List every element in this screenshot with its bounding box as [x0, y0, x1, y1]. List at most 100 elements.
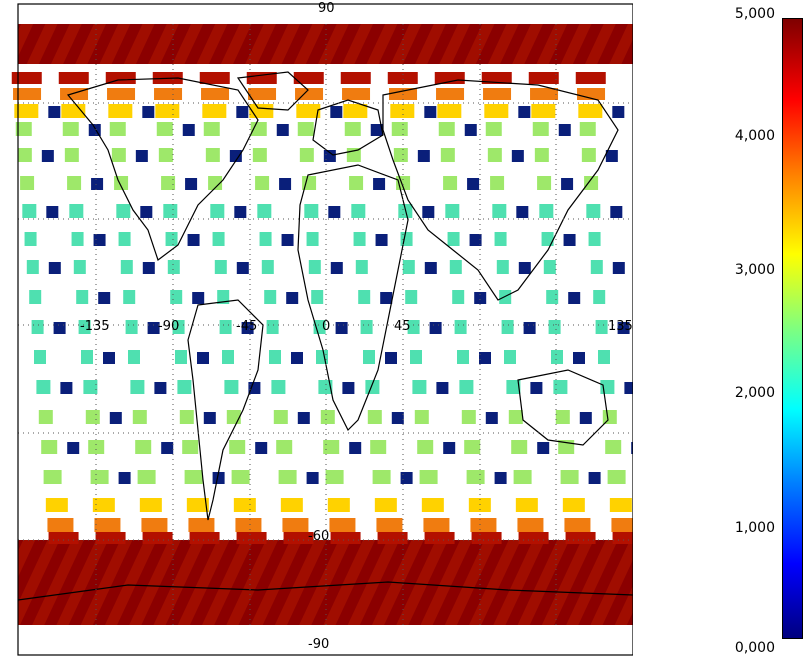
swath-tile [282, 518, 309, 532]
low-value-tile [98, 292, 111, 304]
low-value-tile [328, 206, 341, 218]
swath-tile [470, 518, 497, 532]
low-value-tile [429, 322, 442, 334]
low-value-tile [485, 412, 498, 424]
swath-tile [76, 290, 89, 304]
swath-tile [273, 410, 288, 424]
map-frame [17, 3, 633, 656]
swath-tile [167, 260, 180, 274]
low-value-tile [373, 178, 386, 190]
lon-label-5: 135 [608, 319, 633, 334]
swath-tile [107, 88, 136, 100]
swath-tile [391, 122, 408, 136]
low-value-tile [375, 234, 388, 246]
swath-tile [43, 470, 62, 484]
swath-tile [308, 260, 321, 274]
swath-tile [78, 320, 91, 334]
swath-tile [390, 104, 415, 118]
swath-tile [302, 176, 317, 190]
swath-tile [154, 88, 183, 100]
swath-tile [447, 232, 460, 246]
low-value-tile [561, 178, 574, 190]
swath-tile [69, 204, 84, 218]
south-polar-band [18, 540, 633, 625]
lat-label-top: 90 [318, 1, 335, 16]
swath-tile [423, 518, 450, 532]
swath-tile [249, 104, 274, 118]
low-value-tile [385, 352, 397, 364]
low-value-tile [467, 178, 480, 190]
swath-tile [611, 518, 633, 532]
low-value-tile [568, 292, 581, 304]
swath-tile [517, 518, 544, 532]
swath-tile [363, 350, 375, 364]
swath-tile [449, 260, 462, 274]
swath-tile [367, 410, 382, 424]
swath-tile [340, 72, 371, 84]
low-value-tile [530, 382, 543, 394]
swath-tile [349, 176, 364, 190]
low-value-tile [342, 382, 355, 394]
low-value-tile [573, 352, 585, 364]
swath-tile [511, 440, 528, 454]
low-value-tile [391, 412, 404, 424]
swath-tile [327, 498, 350, 512]
swath-tile [457, 350, 469, 364]
swath-tile [461, 410, 476, 424]
swath-tile [278, 470, 297, 484]
swath-tile [532, 122, 549, 136]
swath-tile [551, 350, 563, 364]
swath-tile [358, 290, 371, 304]
swath-tile [311, 290, 324, 304]
swath-tile [342, 88, 371, 100]
swath-tile [108, 104, 133, 118]
world-map: 90 -90 -60 -135 -90 -45 0 45 135 [8, 0, 633, 661]
swath-tile [598, 350, 610, 364]
swath-tile [45, 498, 68, 512]
swath-tile [400, 232, 413, 246]
swath-tile [528, 72, 559, 84]
swath-tile [116, 204, 131, 218]
swath-tile [490, 176, 505, 190]
swath-tile [295, 88, 324, 100]
swath-tile [440, 148, 455, 162]
swath-tile [94, 518, 121, 532]
swath-tile [530, 88, 559, 100]
africa-outline [297, 164, 409, 432]
swath-tile [593, 290, 606, 304]
low-value-tile [46, 206, 59, 218]
swath-tile [123, 290, 136, 304]
low-value-tile [192, 292, 205, 304]
swath-tile [360, 320, 373, 334]
low-value-tile [203, 412, 216, 424]
lon-label-4: 45 [394, 319, 411, 334]
swath-tile [325, 470, 344, 484]
low-value-tile [53, 322, 66, 334]
low-value-tile [370, 124, 383, 136]
swath-tile [11, 72, 42, 84]
swath-tile [246, 72, 277, 84]
swath-tile [217, 290, 230, 304]
swath-tile [393, 148, 408, 162]
colorbar-label-0000: 0,000 [734, 640, 775, 656]
low-value-tile [436, 382, 449, 394]
swath-tile [515, 498, 538, 512]
greenland-outline [236, 71, 309, 111]
swath-tile [353, 232, 366, 246]
swath-tile [15, 122, 32, 136]
swath-tile [161, 176, 176, 190]
low-value-tile [234, 206, 247, 218]
swath-tile [128, 350, 140, 364]
swath-tile [224, 380, 239, 394]
swath-tile [48, 532, 79, 544]
swath-tile [135, 440, 152, 454]
low-value-tile [154, 382, 167, 394]
low-value-tile [579, 412, 592, 424]
low-value-tile [185, 178, 198, 190]
swath-tile [189, 532, 220, 544]
swath-tile [562, 498, 585, 512]
swath-tile [329, 518, 356, 532]
swath-tile [20, 176, 35, 190]
swath-tile [387, 72, 418, 84]
low-value-tile [187, 234, 200, 246]
